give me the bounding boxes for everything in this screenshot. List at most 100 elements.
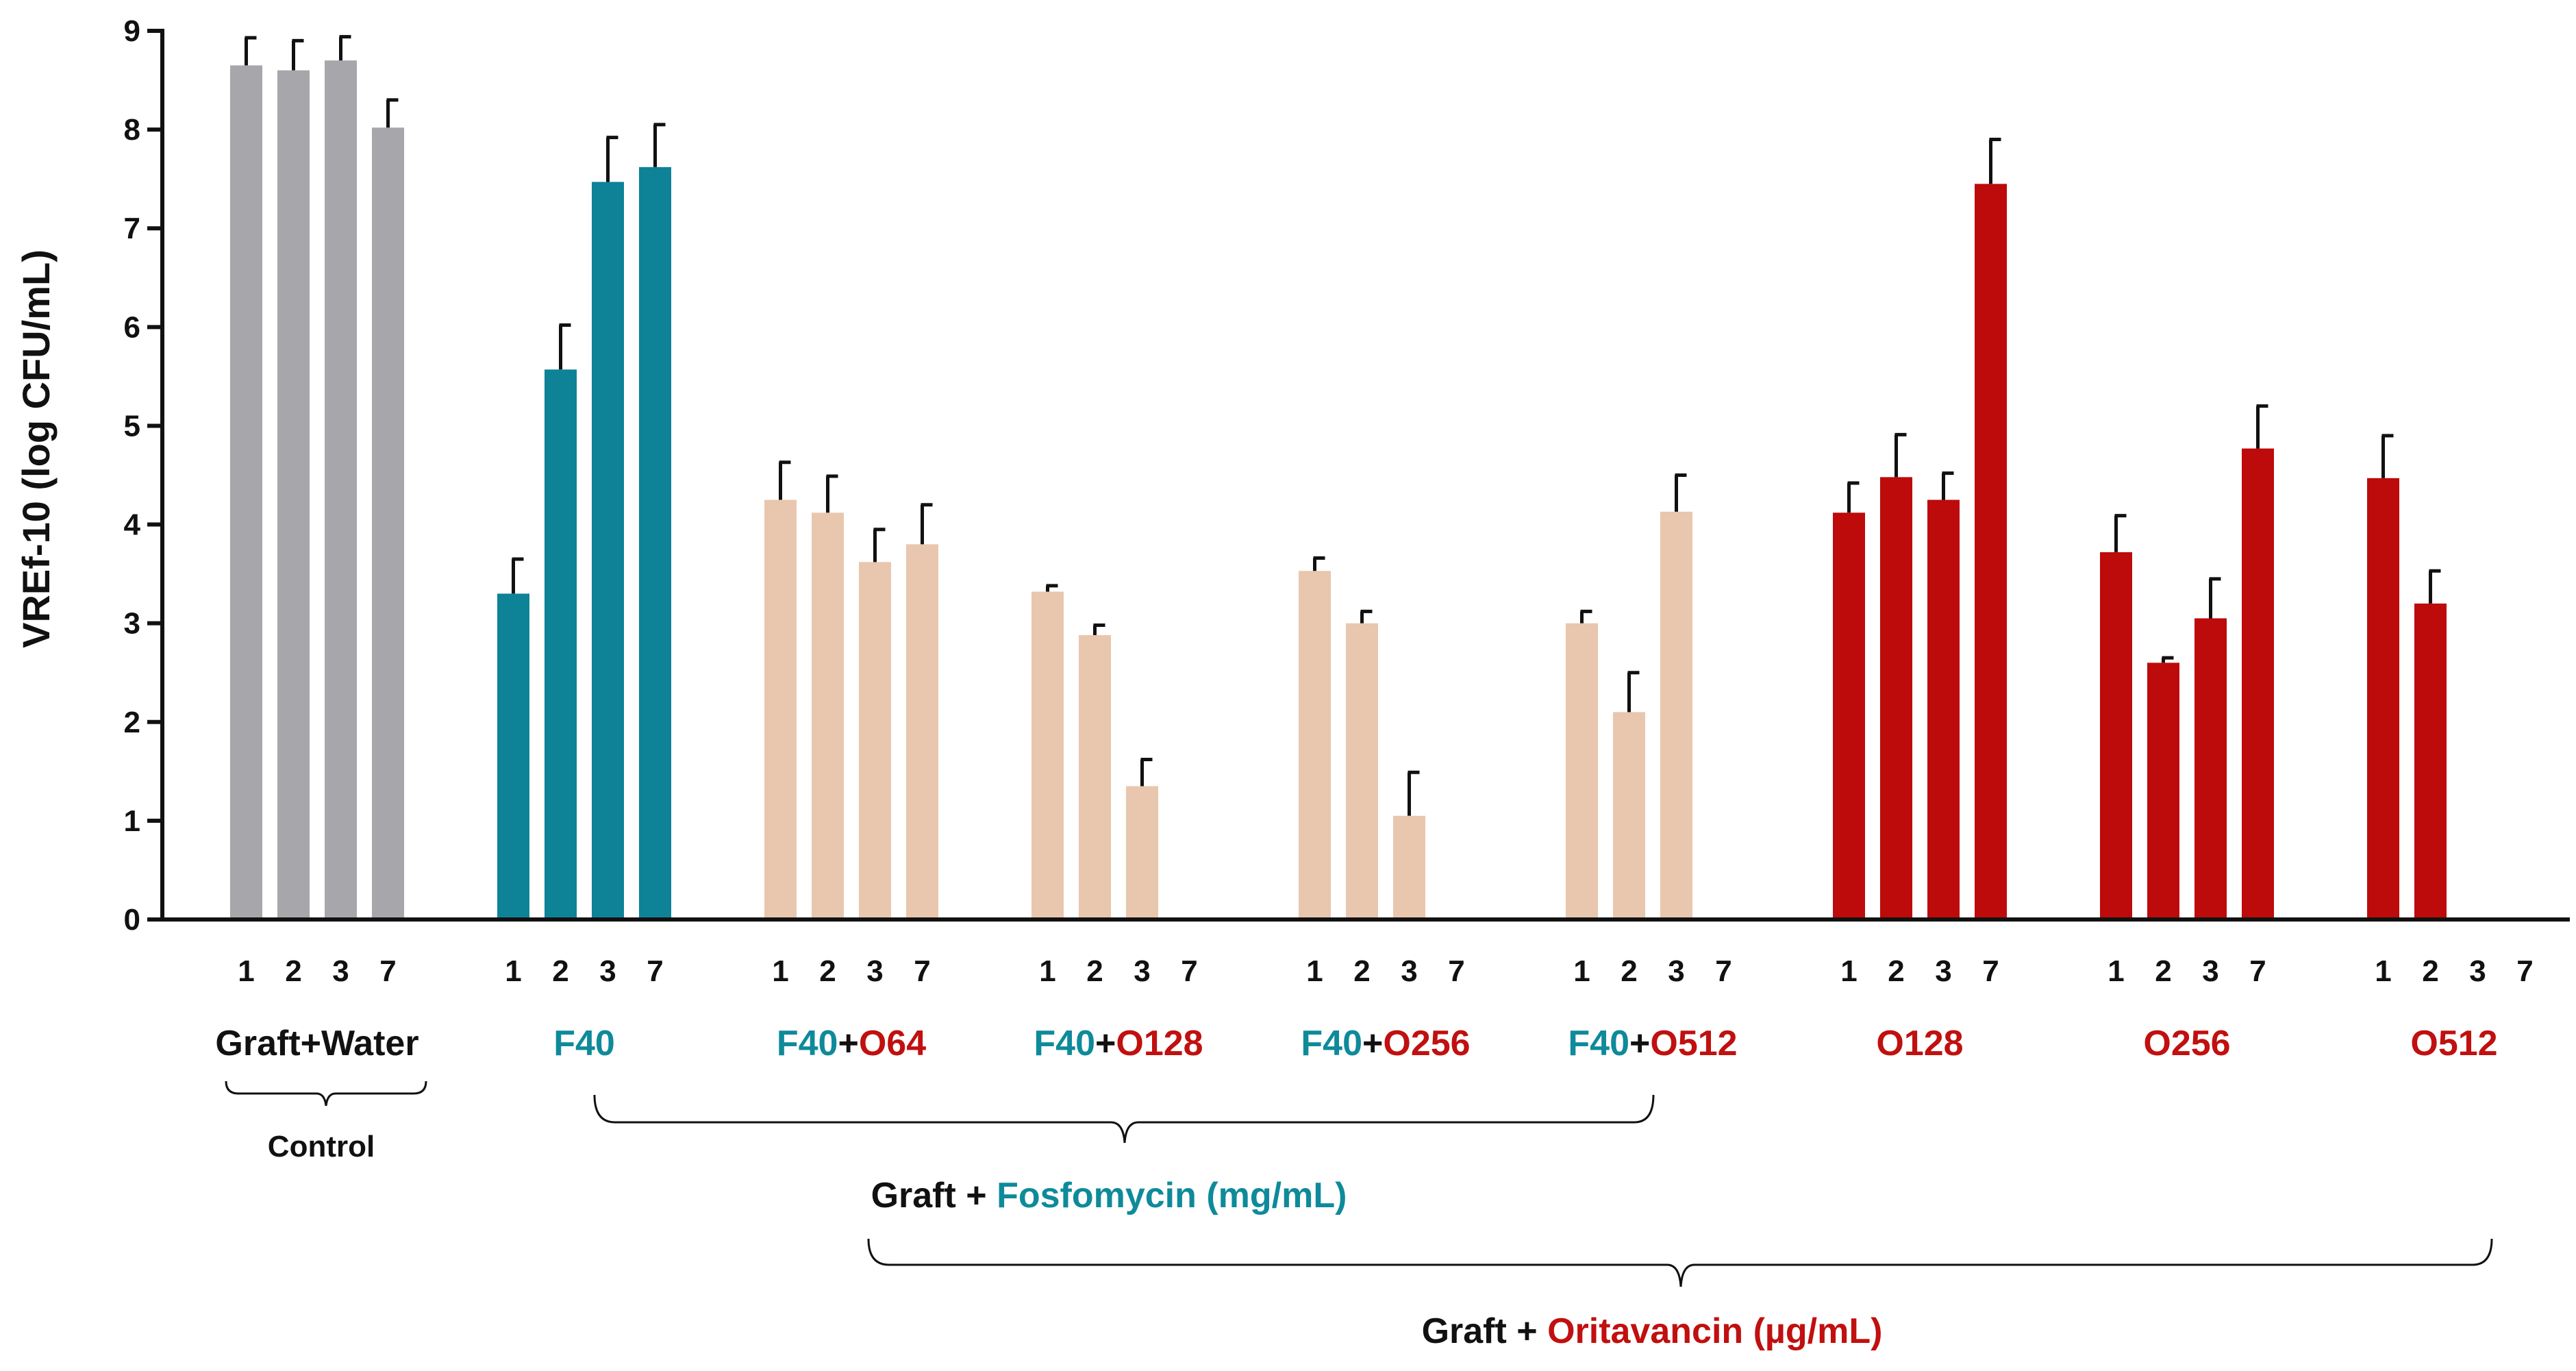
y-tick-label: 0 xyxy=(124,903,140,937)
group-label-graft-water: Graft+Water xyxy=(215,1024,418,1063)
group-label-f40-o256: F40+O256 xyxy=(1301,1024,1470,1063)
x-tick-label: 3 xyxy=(1401,954,1417,988)
x-tick-label: 3 xyxy=(332,954,349,988)
bar xyxy=(497,593,529,919)
bar xyxy=(1299,571,1331,919)
x-tick-label: 2 xyxy=(2422,954,2438,988)
x-tick-label: 3 xyxy=(2469,954,2486,988)
bar xyxy=(2194,618,2227,919)
oritavancin-brace xyxy=(867,1238,2493,1287)
group-label-part: O256 xyxy=(1383,1024,1470,1063)
x-tick-label: 7 xyxy=(1181,954,1197,988)
bar-group-o256 xyxy=(2100,404,2274,919)
bar xyxy=(1126,786,1158,919)
group-label-part: O512 xyxy=(2410,1024,2497,1063)
bar xyxy=(230,65,262,920)
x-tick-label: 7 xyxy=(914,954,930,988)
group-label-o128: O128 xyxy=(1876,1024,1963,1063)
group-label-part: O512 xyxy=(1650,1024,1737,1063)
bar xyxy=(1346,623,1378,919)
bar xyxy=(372,127,404,919)
x-tick-label: 2 xyxy=(1621,954,1637,988)
x-tick-label: 7 xyxy=(2249,954,2266,988)
group-label-part: Graft+Water xyxy=(215,1024,418,1063)
oritavancin-annotation: Graft + Oritavancin (µg/mL) xyxy=(1422,1311,1883,1351)
group-label-part: + xyxy=(1629,1024,1650,1063)
x-tick-label: 2 xyxy=(819,954,836,988)
y-tick-label: 2 xyxy=(124,706,140,739)
group-label-o512: O512 xyxy=(2410,1024,2497,1063)
x-tick-label: 1 xyxy=(2375,954,2391,988)
group-label-part: O64 xyxy=(859,1024,926,1063)
bar xyxy=(2242,448,2274,919)
plot-area xyxy=(230,35,2447,920)
group-label-part: F40 xyxy=(1568,1024,1629,1063)
bar xyxy=(1566,623,1598,919)
x-tick-label: 3 xyxy=(599,954,616,988)
group-label-part: O256 xyxy=(2143,1024,2230,1063)
group-label-f40-o128: F40+O128 xyxy=(1034,1024,1203,1063)
x-tick-label: 2 xyxy=(1888,954,1904,988)
group-label-f40: F40 xyxy=(553,1024,615,1063)
x-tick-label: 2 xyxy=(285,954,301,988)
x-tick-label: 2 xyxy=(1353,954,1370,988)
y-tick-label: 7 xyxy=(124,212,140,245)
bar-group-o512 xyxy=(2367,434,2447,919)
x-tick-label: 7 xyxy=(379,954,396,988)
group-label-part: F40 xyxy=(1301,1024,1362,1063)
y-tick-label: 1 xyxy=(124,804,140,838)
x-tick-label: 1 xyxy=(2108,954,2124,988)
x-tick-label: 3 xyxy=(2202,954,2218,988)
bar xyxy=(812,512,844,919)
bar-group-f40-o128 xyxy=(1031,584,1158,919)
bar xyxy=(277,70,310,920)
bar xyxy=(2147,663,2179,919)
bar xyxy=(859,562,891,919)
y-tick-label: 9 xyxy=(124,14,140,48)
bar xyxy=(1975,184,2007,920)
fosfomycin-label: Fosfomycin (mg/mL) xyxy=(997,1176,1347,1215)
bar-group-graft-water xyxy=(230,35,404,920)
y-axis: 0 1 2 3 4 5 6 7 8 9 xyxy=(124,14,164,937)
bar xyxy=(1833,512,1865,919)
group-label-f40-o512: F40+O512 xyxy=(1568,1024,1737,1063)
x-tick-label: 1 xyxy=(1039,954,1055,988)
group-label-part: + xyxy=(1095,1024,1116,1063)
bar xyxy=(1079,634,1111,919)
x-tick-label: 1 xyxy=(238,954,254,988)
bar xyxy=(639,166,671,920)
bar-group-o128 xyxy=(1833,138,2007,920)
bar xyxy=(2100,552,2132,919)
y-axis-label: VREf-10 (log CFU/mL) xyxy=(14,249,58,648)
annotations: VREf-10 (log CFU/mL) Control Graft + Fos… xyxy=(14,249,2493,1351)
control-label: Control xyxy=(268,1130,375,1163)
y-tick-label: 6 xyxy=(124,310,140,344)
x-tick-label: 3 xyxy=(1668,954,1684,988)
y-tick-label: 8 xyxy=(124,113,140,147)
bar xyxy=(1393,815,1425,919)
fosfomycin-annotation: Graft + Fosfomycin (mg/mL) xyxy=(871,1176,1347,1215)
x-tick-label: 7 xyxy=(2516,954,2533,988)
bar xyxy=(906,544,938,919)
bar xyxy=(1880,477,1912,919)
group-label-part: F40 xyxy=(1034,1024,1095,1063)
bar-group-f40-o64 xyxy=(764,460,938,919)
x-tick-label: 2 xyxy=(1086,954,1103,988)
y-tick-label: 5 xyxy=(124,409,140,443)
x-tick-label: 1 xyxy=(1840,954,1857,988)
group-label-part: + xyxy=(838,1024,858,1063)
bar-group-f40 xyxy=(497,123,671,920)
bar xyxy=(2367,478,2399,919)
x-tick-label: 2 xyxy=(2155,954,2171,988)
x-tick-label: 3 xyxy=(1134,954,1150,988)
y-tick-label: 4 xyxy=(124,508,141,542)
x-tick-label: 1 xyxy=(505,954,521,988)
x-tick-label: 7 xyxy=(1982,954,1999,988)
fosfomycin-prefix: Graft + xyxy=(871,1176,997,1215)
x-tick-label: 7 xyxy=(1715,954,1731,988)
x-tick-label: 3 xyxy=(866,954,883,988)
x-tick-label: 7 xyxy=(1448,954,1464,988)
group-label-f40-o64: F40+O64 xyxy=(777,1024,926,1063)
